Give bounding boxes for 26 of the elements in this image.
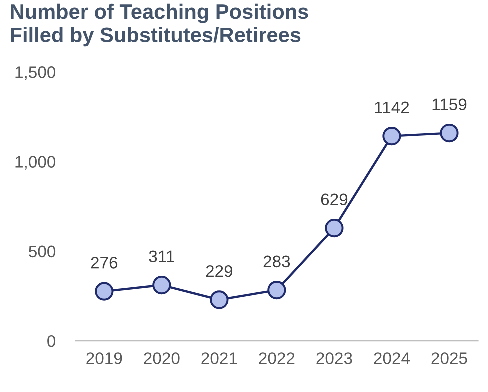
y-tick-label: 1,500 <box>16 66 56 80</box>
chart-title: Number of Teaching Positions Filled by Substitutes/Retirees <box>11 4 308 47</box>
point <box>210 290 229 310</box>
data-label: 1159 <box>432 98 467 111</box>
point <box>95 282 114 301</box>
x-tick-label: 2024 <box>374 352 410 364</box>
x-tick-label: 2022 <box>259 352 295 364</box>
data-label: 1142 <box>375 102 410 114</box>
data-label: 276 <box>91 257 118 269</box>
point <box>152 276 172 295</box>
y-tick-label: 1,000 <box>16 156 56 170</box>
y-tick-label: 0 <box>48 335 56 348</box>
x-tick-label: 2023 <box>316 352 352 364</box>
x-tick-label: 2025 <box>432 352 468 364</box>
point <box>268 280 286 300</box>
y-tick-label: 500 <box>29 246 56 258</box>
point <box>382 127 402 146</box>
data-label: 629 <box>321 194 348 206</box>
x-tick-label: 2019 <box>86 352 122 364</box>
x-tick-label: 2020 <box>144 352 180 364</box>
data-label: 283 <box>264 256 290 268</box>
data-label: 311 <box>149 250 174 263</box>
data-label: 229 <box>206 265 233 278</box>
point <box>440 124 459 143</box>
point <box>325 218 344 238</box>
x-tick-label: 2021 <box>202 352 238 364</box>
